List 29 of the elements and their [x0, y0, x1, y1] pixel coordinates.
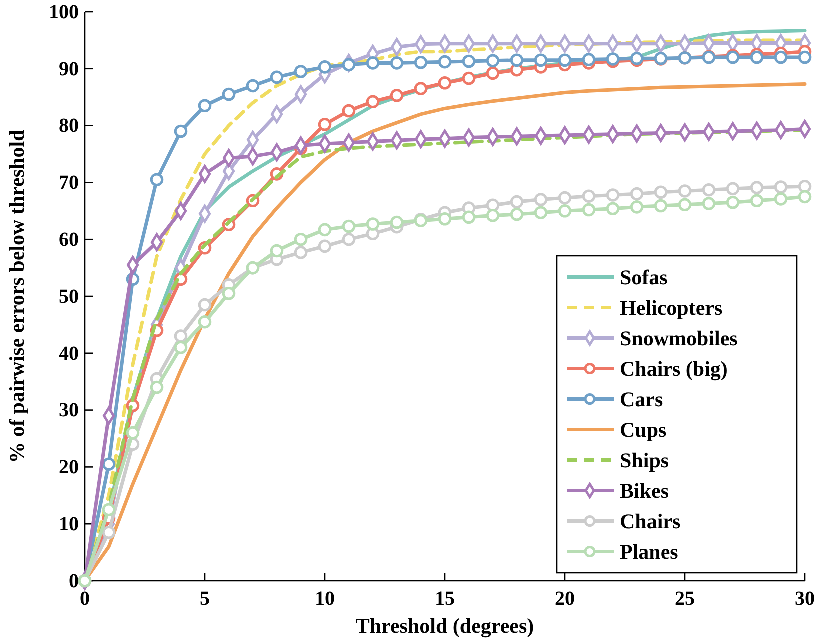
y-tick-label: 40 — [59, 342, 79, 365]
legend-label: Planes — [620, 540, 678, 564]
legend-label: Cars — [620, 387, 664, 412]
x-tick-label: 25 — [675, 588, 695, 610]
y-tick-label: 20 — [59, 456, 79, 479]
legend-label: Snowmobiles — [620, 326, 738, 350]
legend-label: Sofas — [620, 265, 668, 290]
legend-label: Ships — [620, 448, 670, 472]
y-tick-label: 60 — [59, 229, 79, 251]
y-tick-label: 10 — [59, 514, 79, 536]
y-tick-label: 100 — [49, 1, 79, 24]
y-axis-title: % of pairwise errors below threshold — [5, 129, 29, 464]
y-tick-label: 80 — [59, 115, 79, 138]
y-tick-label: 50 — [59, 286, 79, 308]
x-tick-label: 10 — [315, 588, 335, 610]
x-axis-title: Threshold (degrees) — [356, 614, 534, 638]
y-tick-label: 0 — [69, 570, 79, 592]
legend-label: Helicopters — [620, 296, 723, 320]
x-tick-label: 5 — [200, 588, 210, 610]
x-tick-label: 30 — [795, 588, 815, 610]
legend-label: Bikes — [620, 478, 670, 503]
y-tick-label: 30 — [59, 400, 79, 422]
legend-label: Chairs — [620, 509, 681, 534]
y-tick-label: 90 — [59, 58, 79, 80]
legend-label: Cups — [620, 418, 667, 442]
legend-label: Chairs (big) — [620, 356, 728, 381]
y-tick-label: 70 — [59, 172, 79, 194]
x-tick-label: 20 — [555, 588, 575, 610]
x-tick-label: 15 — [435, 588, 455, 610]
